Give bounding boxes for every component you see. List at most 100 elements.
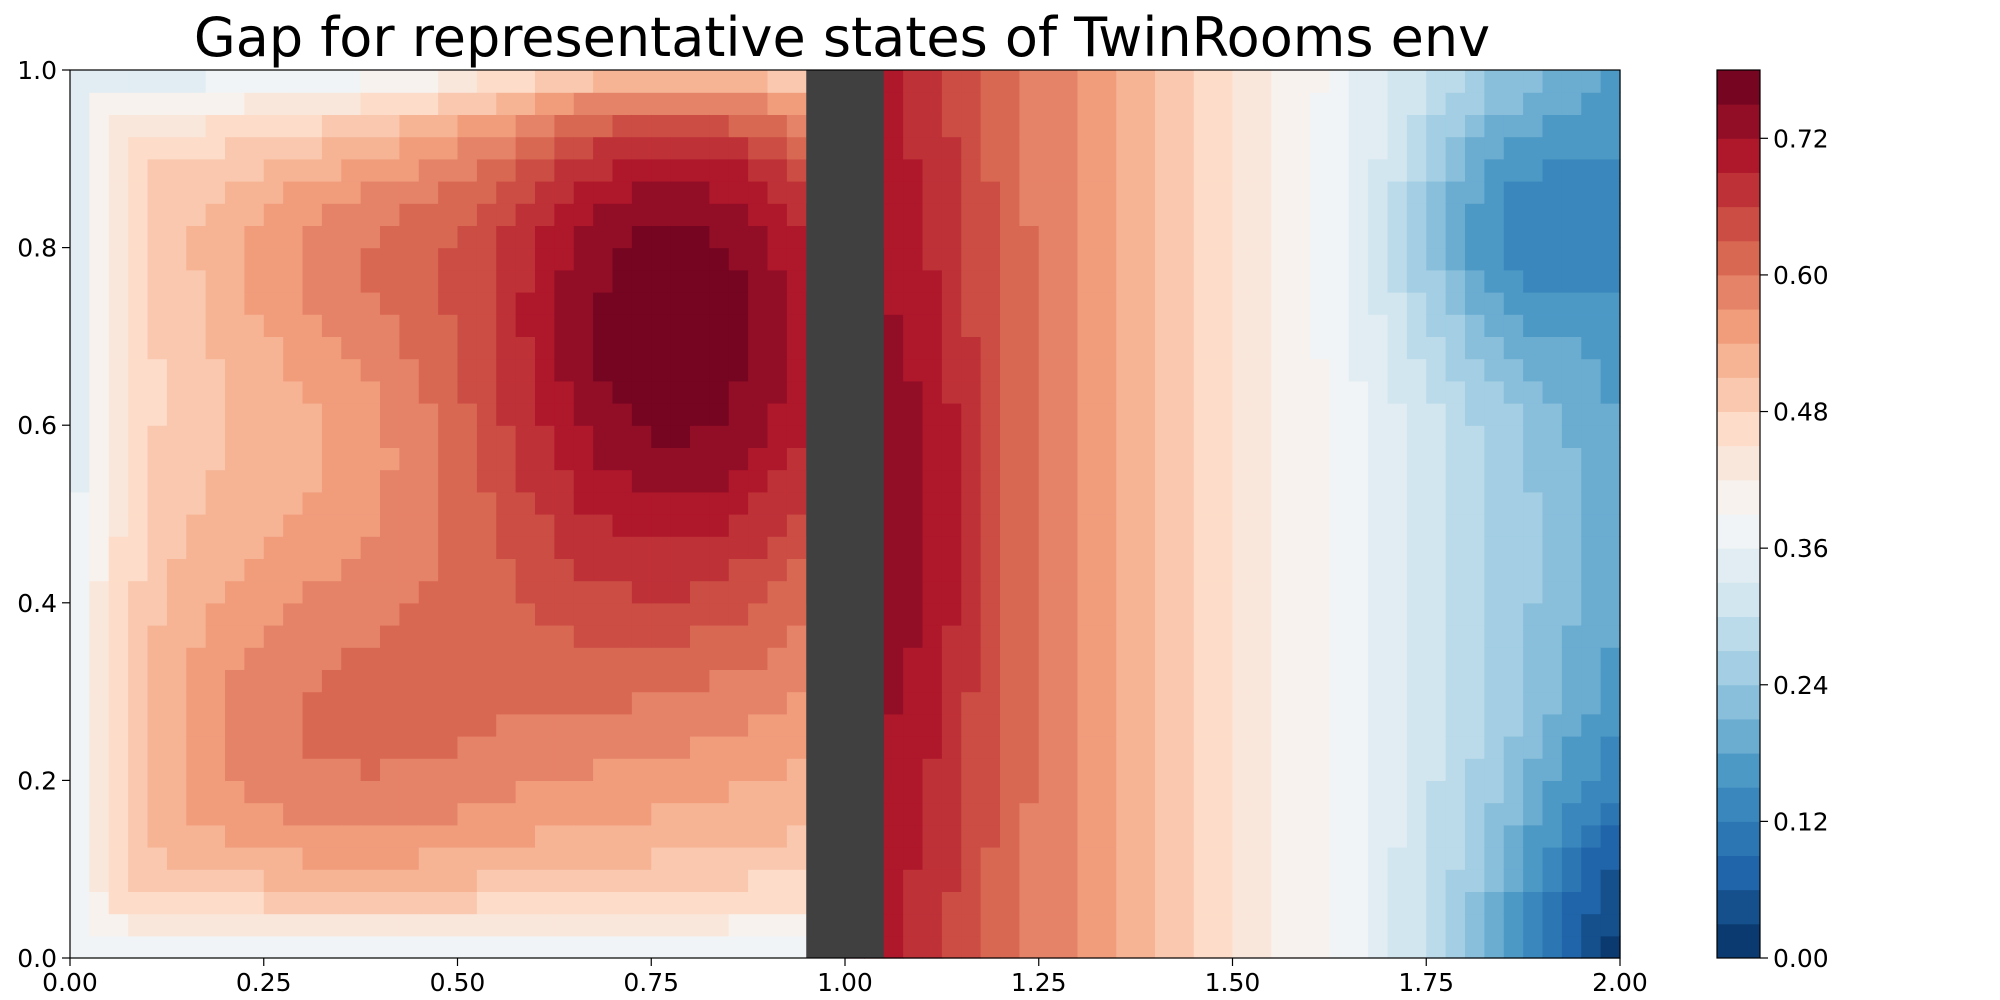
- heatmap-cell: [1406, 558, 1427, 582]
- heatmap-cell: [147, 713, 168, 737]
- heatmap-cell: [573, 625, 594, 648]
- heatmap-cell: [1155, 203, 1175, 226]
- heatmap-cell: [1310, 780, 1330, 804]
- heatmap-cell: [922, 70, 943, 93]
- heatmap-cell: [1058, 158, 1079, 182]
- heatmap-cell: [283, 758, 304, 781]
- heatmap-cell: [1310, 447, 1330, 471]
- heatmap-cell: [961, 469, 982, 493]
- heatmap-cell: [1329, 824, 1350, 848]
- heatmap-cell: [593, 935, 614, 959]
- heatmap-cell: [1290, 824, 1311, 848]
- heatmap-cell: [496, 869, 517, 892]
- heatmap-cell: [1096, 469, 1117, 493]
- heatmap-cell: [1135, 669, 1156, 693]
- heatmap-cell: [1426, 425, 1447, 448]
- heatmap-cell: [728, 247, 749, 271]
- heatmap-cell: [1232, 114, 1253, 138]
- heatmap-cell: [1174, 314, 1195, 337]
- heatmap-cell: [341, 602, 362, 626]
- heatmap-cell: [1484, 292, 1505, 315]
- heatmap-cell: [670, 181, 691, 204]
- heatmap-cell: [1387, 536, 1408, 559]
- heatmap-cell: [941, 269, 962, 293]
- heatmap-cell: [980, 913, 1001, 937]
- heatmap-cell: [593, 647, 614, 670]
- heatmap-cell: [1038, 92, 1059, 115]
- heatmap-cell: [341, 447, 362, 471]
- heatmap-cell: [515, 580, 536, 604]
- heatmap-cell: [1600, 514, 1621, 537]
- heatmap-cell: [1135, 536, 1156, 559]
- heatmap-cell: [1290, 647, 1311, 670]
- heatmap-cell: [612, 780, 633, 804]
- heatmap-cell: [1368, 602, 1389, 626]
- heatmap-cell: [728, 780, 749, 804]
- heatmap-cell: [1484, 403, 1505, 426]
- heatmap-cell: [205, 314, 226, 337]
- heatmap-cell: [573, 358, 594, 382]
- heatmap-cell: [612, 935, 633, 959]
- heatmap-cell: [1096, 336, 1117, 360]
- heatmap-cell: [690, 891, 710, 915]
- heatmap-cell: [205, 269, 226, 293]
- heatmap-cell: [515, 114, 536, 138]
- heatmap-cell: [1271, 425, 1292, 448]
- heatmap-cell: [1096, 292, 1117, 315]
- heatmap-cell: [980, 691, 1001, 715]
- heatmap-cell: [1174, 847, 1195, 870]
- heatmap-cell: [225, 491, 245, 515]
- heatmap-cell: [496, 269, 517, 293]
- heatmap-cell: [573, 647, 594, 670]
- heatmap-cell: [573, 913, 594, 937]
- heatmap-cell: [1251, 935, 1272, 959]
- heatmap-cell: [128, 891, 149, 915]
- heatmap-cell: [1096, 691, 1117, 715]
- heatmap-cell: [321, 802, 342, 826]
- heatmap-cell: [670, 469, 691, 493]
- heatmap-cell: [1600, 824, 1621, 848]
- heatmap-cell: [1348, 158, 1369, 182]
- heatmap-cell: [457, 70, 478, 93]
- heatmap-cell: [1290, 225, 1311, 249]
- heatmap-cell: [1193, 314, 1214, 337]
- heatmap-cell: [302, 70, 323, 93]
- heatmap-cell: [922, 891, 943, 915]
- heatmap-cell: [225, 847, 245, 870]
- heatmap-cell: [438, 225, 459, 249]
- heatmap-cell: [244, 469, 265, 493]
- heatmap-cell: [166, 558, 187, 582]
- heatmap-cell: [922, 92, 943, 115]
- heatmap-cell: [1232, 824, 1253, 848]
- heatmap-cell: [612, 447, 633, 471]
- heatmap-cell: [476, 802, 497, 826]
- heatmap-cell: [1290, 891, 1311, 915]
- heatmap-cell: [1135, 891, 1156, 915]
- heatmap-cell: [1232, 447, 1253, 471]
- heatmap-cell: [496, 736, 517, 759]
- heatmap-cell: [515, 269, 536, 293]
- heatmap-cell: [1135, 225, 1156, 249]
- heatmap-cell: [883, 136, 904, 160]
- heatmap-cell: [1542, 358, 1563, 382]
- heatmap-cell: [283, 70, 304, 93]
- heatmap-cell: [1077, 602, 1098, 626]
- heatmap-cell: [128, 292, 149, 315]
- heatmap-cell: [89, 935, 110, 959]
- heatmap-cell: [128, 269, 149, 293]
- heatmap-cell: [1465, 847, 1485, 870]
- heatmap-cell: [438, 869, 459, 892]
- heatmap-cell: [1503, 602, 1524, 626]
- heatmap-cell: [89, 780, 110, 804]
- heatmap-cell: [1058, 425, 1079, 448]
- heatmap-cell: [244, 602, 265, 626]
- heatmap-cell: [1348, 891, 1369, 915]
- heatmap-cell: [321, 247, 342, 271]
- heatmap-cell: [1193, 136, 1214, 160]
- heatmap-cell: [147, 447, 168, 471]
- heatmap-cell: [1348, 358, 1369, 382]
- heatmap-cell: [1232, 203, 1253, 226]
- heatmap-cell: [1135, 269, 1156, 293]
- heatmap-cell: [496, 847, 517, 870]
- heatmap-cell: [1290, 536, 1311, 559]
